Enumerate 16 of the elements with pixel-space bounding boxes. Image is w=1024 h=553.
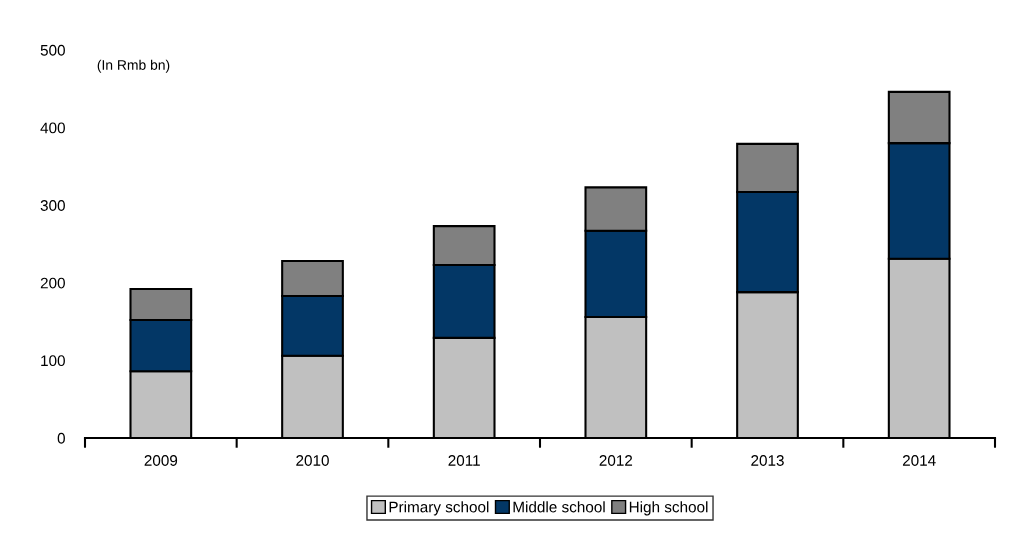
legend-label: High school bbox=[629, 501, 708, 516]
legend-label: Primary school bbox=[389, 501, 489, 516]
legend-label: Middle school bbox=[513, 501, 605, 513]
y-tick-label: 400 bbox=[40, 122, 65, 134]
y-tick-label: 500 bbox=[40, 44, 65, 56]
y-tick-label: 200 bbox=[40, 277, 65, 289]
y-tick-label: 100 bbox=[41, 355, 65, 367]
x-tick-label: 2014 bbox=[902, 455, 936, 466]
x-tick-label: 2011 bbox=[448, 455, 480, 466]
y-tick-label: 0 bbox=[57, 432, 65, 444]
y-tick-label: 300 bbox=[40, 200, 65, 211]
x-tick-label: 2013 bbox=[751, 455, 784, 466]
x-tick-label: 2012 bbox=[599, 455, 633, 466]
annotation: (In Rmb bn) bbox=[97, 59, 170, 73]
x-tick-label: 2010 bbox=[296, 455, 329, 466]
x-tick-label: 2009 bbox=[144, 455, 178, 466]
